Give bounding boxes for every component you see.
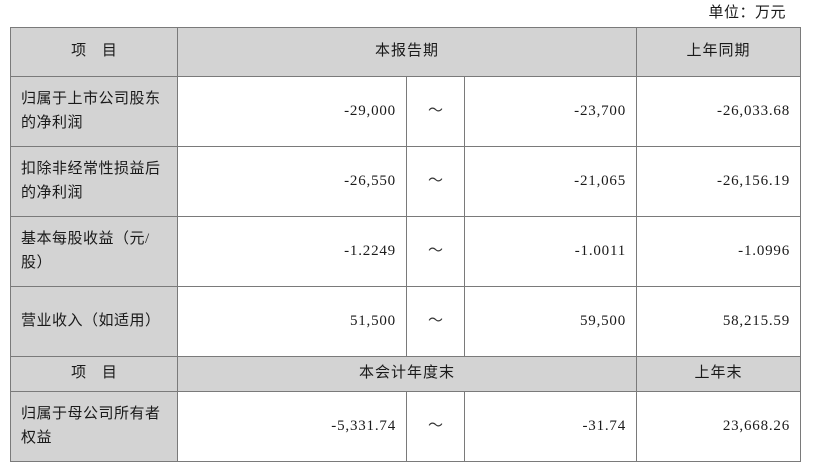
row-low-value: -5,331.74 xyxy=(177,391,407,462)
row-high-value: 59,500 xyxy=(463,286,638,357)
unit-note: 单位：万元 xyxy=(708,5,786,21)
header-item-label: 项 目 xyxy=(10,27,178,77)
table-row: 归属于上市公司股东的净利润 -29,000 ～ -23,700 -26,033.… xyxy=(10,76,802,147)
row-low-value: -29,000 xyxy=(177,76,407,147)
section-one-header-row: 项 目 本报告期 上年同期 xyxy=(10,27,802,77)
row-range-separator: ～ xyxy=(406,146,465,217)
row-item-label: 基本每股收益（元/股） xyxy=(10,216,178,287)
row-low-value: -1.2249 xyxy=(177,216,407,287)
row-high-value: -21,065 xyxy=(463,146,638,217)
row-high-value: -31.74 xyxy=(463,391,638,462)
row-high-value: -23,700 xyxy=(463,76,638,147)
row-range-separator: ～ xyxy=(406,391,465,462)
table-row: 归属于母公司所有者权益 -5,331.74 ～ -31.74 23,668.26 xyxy=(10,391,802,462)
row-high-value: -1.0011 xyxy=(463,216,638,287)
row-prior-value: -26,033.68 xyxy=(636,76,802,147)
row-item-label: 归属于母公司所有者权益 xyxy=(10,391,178,462)
section-two-header-row: 项 目 本会计年度末 上年末 xyxy=(10,356,802,392)
row-range-separator: ～ xyxy=(406,76,465,147)
row-low-value: 51,500 xyxy=(177,286,407,357)
header-prior-year-end-label: 上年末 xyxy=(636,356,802,392)
header-current-period-label: 本报告期 xyxy=(176,27,638,77)
row-item-label: 扣除非经常性损益后的净利润 xyxy=(10,146,178,217)
header-prior-period-label: 上年同期 xyxy=(636,27,802,77)
row-item-label: 归属于上市公司股东的净利润 xyxy=(10,76,178,147)
row-item-label: 营业收入（如适用） xyxy=(10,286,178,357)
row-prior-value: -1.0996 xyxy=(636,216,802,287)
header-current-year-end-label: 本会计年度末 xyxy=(176,356,638,392)
table-row: 营业收入（如适用） 51,500 ～ 59,500 58,215.59 xyxy=(10,286,802,357)
financial-forecast-table: 项 目 本报告期 上年同期 归属于上市公司股东的净利润 -29,000 ～ -2… xyxy=(10,27,802,462)
row-prior-value: 58,215.59 xyxy=(636,286,802,357)
row-low-value: -26,550 xyxy=(177,146,407,217)
row-range-separator: ～ xyxy=(406,286,465,357)
row-prior-value: -26,156.19 xyxy=(636,146,802,217)
table-row: 基本每股收益（元/股） -1.2249 ～ -1.0011 -1.0996 xyxy=(10,216,802,287)
header-item-label: 项 目 xyxy=(10,356,178,392)
table-row: 扣除非经常性损益后的净利润 -26,550 ～ -21,065 -26,156.… xyxy=(10,146,802,217)
row-prior-value: 23,668.26 xyxy=(636,391,802,462)
row-range-separator: ～ xyxy=(406,216,465,287)
